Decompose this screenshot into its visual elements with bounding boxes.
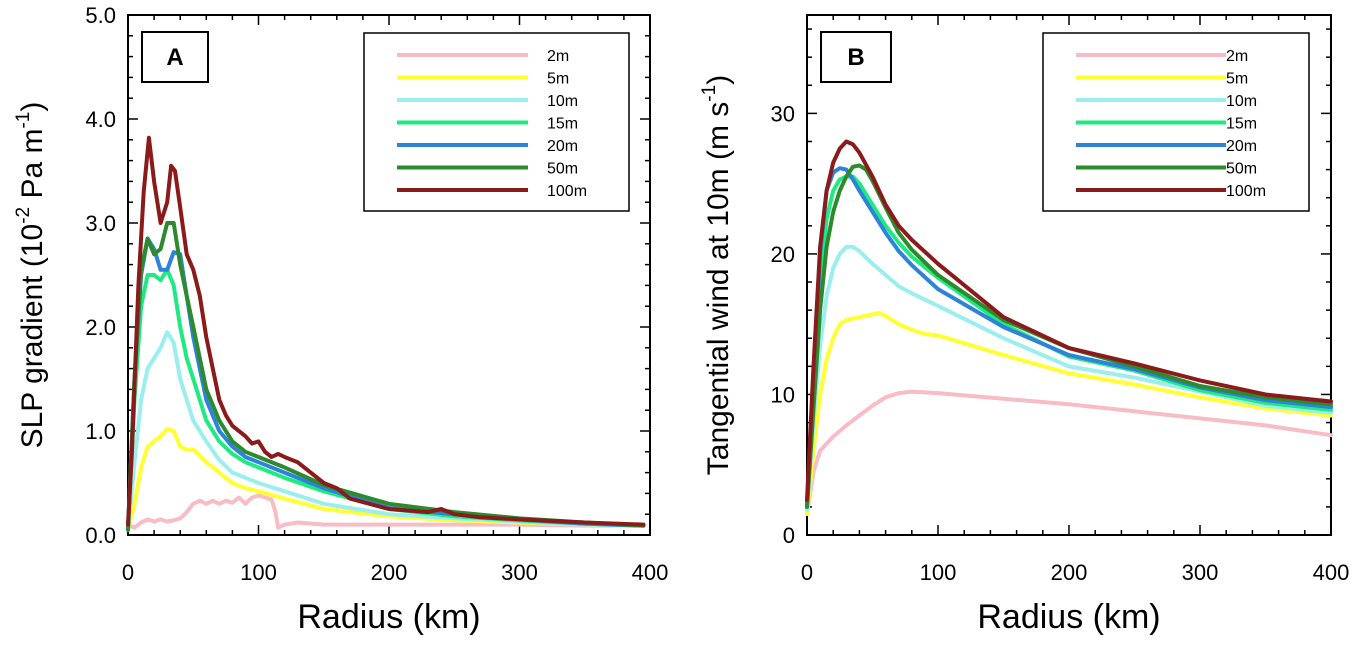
x-tick-label: 400 bbox=[632, 560, 669, 585]
axis-ticks bbox=[806, 15, 1332, 536]
series-line-50m bbox=[126, 221, 646, 532]
series-line-100m bbox=[126, 135, 646, 527]
legend-label-20m: 20m bbox=[547, 138, 578, 155]
series-line-5m bbox=[805, 310, 1333, 516]
y-tick-label: 0.0 bbox=[85, 523, 116, 548]
series-line-2m bbox=[805, 389, 1333, 516]
x-tick-label: 100 bbox=[920, 560, 957, 585]
panel-label-box bbox=[141, 31, 209, 83]
series-line-10m bbox=[126, 330, 646, 532]
y-axis-title: SLP gradient (10-2 Pa m-1) bbox=[13, 102, 49, 449]
legend: 2m 5m 10m 15m 20m 50m 100m bbox=[363, 32, 630, 212]
y-tick-label: 1.0 bbox=[85, 419, 116, 444]
y-tick-label: 5.0 bbox=[85, 3, 116, 28]
legend-label-50m: 50m bbox=[1226, 161, 1257, 178]
series-line-2m bbox=[126, 493, 646, 530]
panel-label: A bbox=[166, 44, 183, 71]
panel-label-box bbox=[820, 31, 892, 83]
series-line-10m bbox=[805, 244, 1333, 512]
y-tick-label: 30 bbox=[771, 101, 795, 126]
y-axis-title: Tangential wind at 10m (m s-1) bbox=[699, 75, 735, 475]
legend-label-50m: 50m bbox=[547, 161, 578, 178]
legend-label-2m: 2m bbox=[547, 48, 569, 65]
x-axis-title: Radius (km) bbox=[977, 598, 1160, 636]
tick-labels: 0 100 200 300 400 0.0 1.0 2.0 3.0 4.0 5.0 bbox=[85, 3, 668, 585]
x-tick-label: 300 bbox=[501, 560, 538, 585]
legend-label-20m: 20m bbox=[1226, 138, 1257, 155]
legend-label-5m: 5m bbox=[1226, 71, 1248, 88]
legend-label-100m: 100m bbox=[547, 183, 587, 200]
x-tick-label: 200 bbox=[1051, 560, 1088, 585]
legend-label-15m: 15m bbox=[547, 116, 578, 133]
x-axis-title: Radius (km) bbox=[297, 598, 480, 636]
legend-label-10m: 10m bbox=[547, 93, 578, 110]
series-lines bbox=[126, 135, 646, 532]
y-tick-label: 0 bbox=[783, 523, 795, 548]
y-tick-label: 20 bbox=[771, 242, 795, 267]
panel-b: 0 100 200 300 400 0 10 20 30 B 2m 5m 10m 15m 20m 50m 1… bbox=[699, 14, 1350, 636]
panel-label: B bbox=[847, 44, 864, 71]
x-tick-label: 0 bbox=[122, 560, 134, 585]
legend-label-5m: 5m bbox=[547, 71, 569, 88]
legend-label-15m: 15m bbox=[1226, 116, 1257, 133]
legend: 2m 5m 10m 15m 20m 50m 100m bbox=[1042, 32, 1310, 212]
x-tick-label: 0 bbox=[801, 560, 813, 585]
x-tick-label: 200 bbox=[371, 560, 408, 585]
y-tick-label: 2.0 bbox=[85, 315, 116, 340]
legend-label-2m: 2m bbox=[1226, 48, 1248, 65]
legend-label-100m: 100m bbox=[1226, 183, 1266, 200]
legend-label-10m: 10m bbox=[1226, 93, 1257, 110]
series-line-100m bbox=[805, 139, 1333, 502]
panel-a: 0 100 200 300 400 0.0 1.0 2.0 3.0 4.0 5.0 A 2m 5m 10… bbox=[13, 3, 668, 636]
x-tick-label: 400 bbox=[1313, 560, 1350, 585]
series-line-5m bbox=[126, 426, 646, 532]
y-tick-label: 4.0 bbox=[85, 107, 116, 132]
x-tick-label: 300 bbox=[1182, 560, 1219, 585]
y-tick-label: 10 bbox=[771, 382, 795, 407]
x-tick-label: 100 bbox=[240, 560, 277, 585]
y-tick-label: 3.0 bbox=[85, 211, 116, 236]
tick-labels: 0 100 200 300 400 0 10 20 30 bbox=[771, 101, 1350, 585]
series-lines bbox=[805, 139, 1333, 516]
